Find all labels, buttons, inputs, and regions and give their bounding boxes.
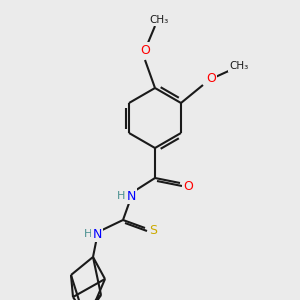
Text: O: O: [183, 179, 193, 193]
Text: CH₃: CH₃: [230, 61, 249, 71]
Text: H: H: [117, 191, 125, 201]
Text: O: O: [206, 73, 216, 85]
Text: CH₃: CH₃: [149, 15, 169, 25]
Text: H: H: [84, 229, 92, 239]
Text: S: S: [149, 224, 157, 238]
Text: N: N: [92, 227, 102, 241]
Text: O: O: [140, 44, 150, 56]
Text: N: N: [126, 190, 136, 202]
